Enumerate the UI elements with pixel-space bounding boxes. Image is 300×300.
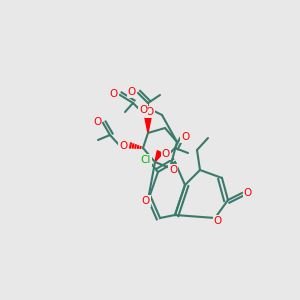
Text: O: O: [110, 89, 118, 99]
Text: O: O: [93, 117, 101, 127]
Text: Cl: Cl: [141, 155, 151, 165]
Polygon shape: [155, 151, 163, 162]
Text: O: O: [214, 216, 222, 226]
Text: O: O: [142, 196, 150, 206]
Text: O: O: [244, 188, 252, 198]
Polygon shape: [145, 118, 151, 133]
Text: O: O: [162, 149, 170, 159]
Text: O: O: [128, 87, 136, 97]
Text: O: O: [169, 165, 177, 175]
Text: O: O: [119, 141, 127, 151]
Text: O: O: [181, 132, 189, 142]
Text: O: O: [146, 107, 154, 117]
Text: O: O: [139, 105, 147, 115]
